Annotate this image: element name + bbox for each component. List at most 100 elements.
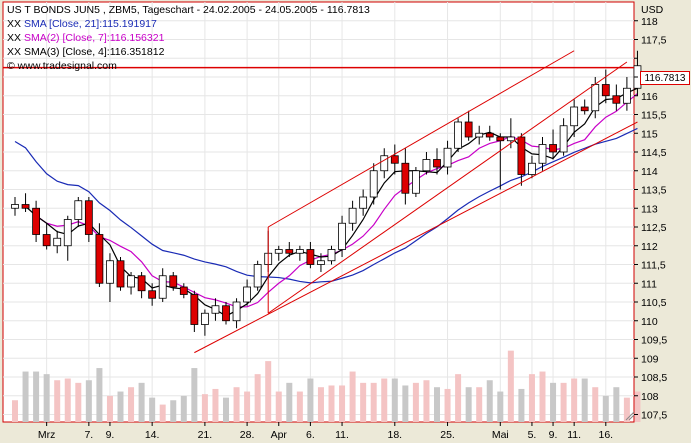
volume-bar (560, 382, 567, 422)
x-tick-label: 11. (567, 429, 581, 441)
y-tick-label: 111,5 (641, 260, 666, 272)
volume-bar (623, 397, 630, 422)
volume-bar (581, 378, 588, 422)
volume-bar (317, 387, 324, 422)
candle-body (211, 305, 220, 314)
trend-line (267, 61, 628, 314)
candle-body (295, 249, 304, 254)
candle-body (11, 204, 19, 209)
candle-body (116, 260, 125, 288)
volume-bar (507, 350, 514, 422)
y-tick-label: 111 (641, 278, 657, 290)
candle-body (274, 249, 283, 254)
candle-body (42, 234, 51, 247)
y-tick-label: 116 (641, 91, 658, 103)
volume-bar (33, 371, 40, 422)
x-tick-label: 11. (335, 429, 349, 441)
y-tick-label: 108,5 (641, 372, 667, 384)
y-tick-label: 109 (641, 353, 659, 365)
volume-bar (455, 374, 462, 422)
candles (11, 50, 642, 336)
trend-channel (3, 50, 638, 354)
candle-body (623, 87, 631, 104)
sma21-prefix: XX (7, 18, 22, 30)
x-tick-label: 28. (240, 429, 255, 441)
candle-body (390, 155, 399, 164)
sma4-text: SMA(3) [Close, 4]:116.351812 (23, 46, 165, 58)
sma4-prefix: XX (7, 46, 22, 58)
volume-bar (634, 391, 641, 422)
y-tick-label: 112 (641, 241, 658, 253)
volume-bar (117, 391, 124, 422)
x-tick-label: 6. (306, 429, 315, 441)
candle-body (580, 106, 589, 112)
volume-bar (402, 385, 409, 422)
x-tick-label: 7. (84, 429, 93, 441)
volume-bar (159, 404, 166, 422)
volume-bars (12, 350, 641, 422)
volume-bar (360, 382, 367, 422)
candle-body (200, 312, 209, 325)
source-line: © www.tradesignal.com (7, 60, 117, 73)
candle-body (32, 207, 40, 235)
candle-body (496, 136, 505, 142)
volume-bar (423, 380, 430, 422)
y-tick-label: 118 (641, 16, 658, 28)
candle-body (549, 144, 557, 153)
x-axis: Mrz 7. 9. 14. 21. 28. Apr 6. 11. 18. 25. Mai 5. 9. 11.… (38, 422, 613, 441)
candle-body (327, 249, 336, 262)
volume-bar (191, 368, 198, 422)
candle-body (232, 301, 241, 322)
volume-bar (180, 395, 187, 422)
y-tick-label: 114 (641, 166, 658, 178)
volume-bar (339, 385, 346, 422)
trend-line (194, 121, 638, 354)
volume-bar (528, 374, 535, 422)
volume-bar (54, 380, 61, 422)
volume-bar (75, 382, 82, 422)
candle-body (369, 170, 378, 198)
volume-bar (85, 380, 92, 422)
volume-bar (128, 387, 135, 422)
x-tick-label: 9. (549, 429, 558, 441)
candle-body (106, 260, 114, 284)
volume-bar (212, 388, 219, 422)
candle-body (317, 260, 325, 265)
candle-body (475, 132, 484, 138)
sma21-legend[interactable]: XX SMA [Close, 21]:115.191917 (7, 18, 157, 31)
candle-body (95, 234, 104, 284)
y-tick-label: 115,5 (641, 110, 667, 122)
source-link[interactable]: www.tradesignal.com (17, 60, 117, 72)
resize-grip-icon[interactable] (625, 411, 635, 421)
volume-bar (201, 394, 208, 422)
currency-label: USD (641, 4, 664, 16)
candle-body (84, 200, 93, 235)
candle-body (528, 162, 536, 175)
candle-body (74, 200, 83, 220)
volume-bar (381, 378, 388, 422)
volume-bar (307, 378, 314, 422)
candle-body (401, 162, 410, 194)
candle-body (612, 95, 621, 104)
volume-bar (412, 382, 419, 422)
volume-bar (550, 382, 557, 422)
y-tick-label: 117,5 (641, 35, 667, 47)
candle-body (169, 275, 178, 288)
y-tick-label: 107,5 (641, 410, 667, 422)
sma7-text: SMA(2) [Close, 7]:116.156321 (23, 32, 165, 44)
volume-bar (391, 378, 398, 422)
volume-bar (349, 371, 356, 422)
sma4-legend[interactable]: XX SMA(3) [Close, 4]:116.351812 (7, 46, 164, 59)
candle-body (559, 125, 568, 153)
sma7-legend[interactable]: XX SMA(2) [Close, 7]:116.156321 (7, 32, 164, 45)
volume-bar (244, 391, 251, 422)
candle-body (148, 290, 157, 299)
candle-body (454, 121, 463, 149)
volume-bar (149, 397, 156, 422)
sma21-text: SMA [Close, 21]:115.191917 (23, 18, 157, 30)
candle-body (380, 155, 389, 172)
candle-body (591, 84, 600, 112)
candle-body (53, 237, 62, 247)
last-price-badge: 116.7813 (640, 71, 690, 85)
volume-bar (275, 391, 282, 422)
